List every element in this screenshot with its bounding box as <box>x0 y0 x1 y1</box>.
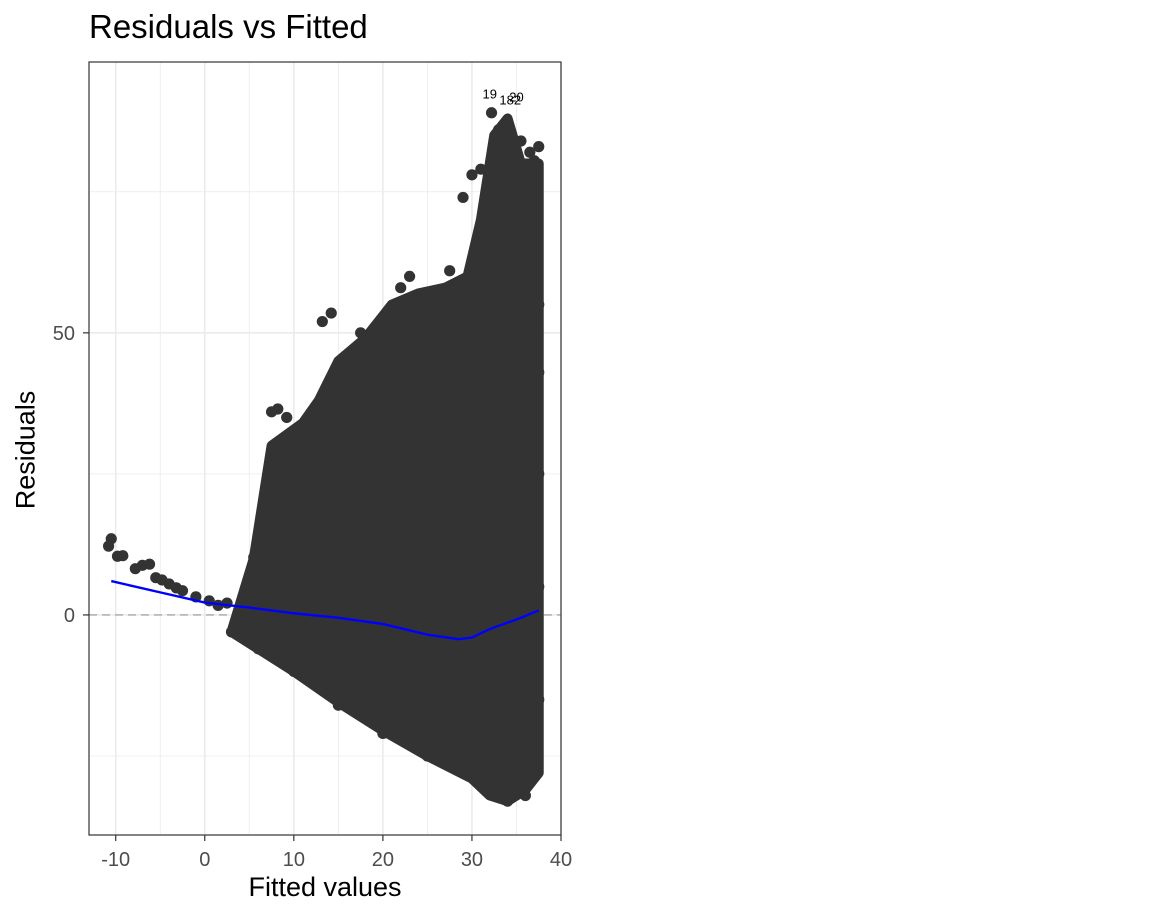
dense-point-cloud <box>226 113 544 807</box>
point-label: 19 <box>483 87 497 102</box>
y-tick-label: 50 <box>53 323 75 345</box>
point-label: 182 <box>499 92 521 107</box>
data-point <box>466 767 478 779</box>
data-point <box>533 581 545 593</box>
x-tick-label: 30 <box>461 849 483 871</box>
data-point <box>117 550 129 562</box>
data-point <box>475 163 487 175</box>
data-point <box>519 214 531 226</box>
y-tick-label: 0 <box>64 605 75 627</box>
data-point <box>485 107 498 119</box>
y-axis-label: Residuals <box>10 390 41 510</box>
data-point <box>421 750 434 762</box>
x-tick-label: 10 <box>283 849 305 871</box>
plot-panel-border <box>88 61 562 836</box>
data-point <box>533 468 545 480</box>
data-point <box>292 494 304 507</box>
data-point <box>493 784 505 796</box>
data-point <box>524 259 536 271</box>
x-tick-label: 40 <box>550 849 572 871</box>
data-point <box>515 135 527 147</box>
x-tick-label: 0 <box>199 849 210 871</box>
data-point <box>176 585 189 597</box>
data-point <box>377 727 389 740</box>
data-point <box>524 146 536 158</box>
smooth-line <box>110 579 540 641</box>
data-point <box>506 141 518 153</box>
data-point <box>497 152 509 164</box>
data-point <box>225 626 238 638</box>
data-point <box>404 270 416 283</box>
data-point <box>221 597 233 609</box>
x-tick-label: 20 <box>372 849 394 871</box>
data-point <box>533 141 545 153</box>
data-point <box>528 214 540 226</box>
point-cloud <box>226 113 544 807</box>
data-point <box>528 155 540 167</box>
data-point <box>395 282 407 294</box>
axes: -10 0 10 20 30 40 0 50 <box>53 323 572 871</box>
data-point <box>501 795 514 807</box>
data-point <box>325 307 337 319</box>
data-point <box>444 265 456 277</box>
data-point <box>355 327 367 339</box>
data-point <box>332 699 344 711</box>
data-point <box>533 366 545 378</box>
data-point <box>272 403 284 415</box>
data-point <box>288 665 300 677</box>
data-point <box>248 551 260 563</box>
data-point <box>533 693 545 706</box>
x-tick-label: -10 <box>101 849 130 871</box>
scatter-points <box>102 107 545 807</box>
data-point <box>528 767 540 779</box>
x-axis-label: Fitted values <box>248 872 402 902</box>
data-point <box>261 555 273 567</box>
chart-title: Residuals vs Fitted <box>89 8 368 45</box>
data-point <box>143 558 156 570</box>
data-point <box>316 315 328 328</box>
point-label: 20 <box>509 89 523 104</box>
data-point <box>102 540 115 552</box>
data-point <box>493 124 505 136</box>
data-point <box>457 191 469 204</box>
data-point <box>533 299 545 311</box>
data-point <box>281 411 293 424</box>
data-point <box>252 643 264 655</box>
data-point <box>519 789 531 802</box>
data-point <box>466 169 478 181</box>
